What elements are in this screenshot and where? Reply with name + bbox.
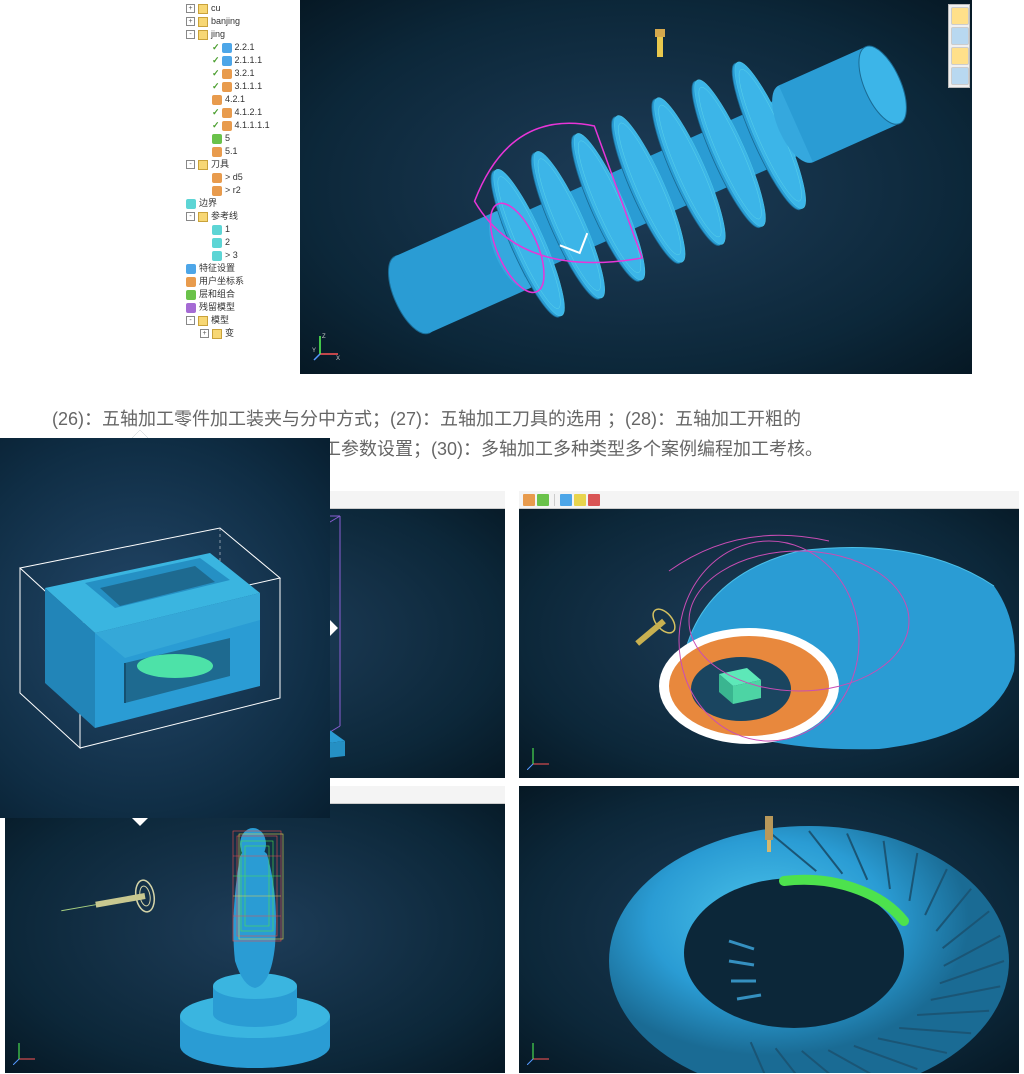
statue-blue-model [5, 786, 506, 1074]
cad-main-screenshot: +cu+banjing-jing✓2.2.1✓2.1.1.1✓3.2.1✓3.1… [180, 0, 972, 374]
tree-item[interactable]: 边界 [182, 197, 300, 210]
tree-item[interactable]: 2 [182, 236, 300, 249]
tree-item[interactable]: 1 [182, 223, 300, 236]
tree-item[interactable]: ✓3.2.1 [182, 67, 300, 80]
tree-item[interactable]: 5 [182, 132, 300, 145]
worm-gear-model [300, 0, 972, 374]
tree-item[interactable]: 5.1 [182, 145, 300, 158]
tree-item[interactable]: ✓4.1.1.1.1 [182, 119, 300, 132]
3d-viewport-main[interactable]: X Z Y [300, 0, 972, 374]
axis-triad-icon: X Z Y [312, 332, 342, 362]
feature-tree-panel[interactable]: +cu+banjing-jing✓2.2.1✓2.1.1.1✓3.2.1✓3.1… [180, 0, 300, 374]
axis-triad-icon [527, 746, 551, 770]
panel-center-block [0, 430, 338, 826]
toolbar-icon[interactable] [537, 494, 549, 506]
tree-item[interactable]: > 3 [182, 249, 300, 262]
example-panels-grid: CAXA制造 [0, 488, 1024, 1074]
tree-item[interactable]: 特征设置 [182, 262, 300, 275]
tree-item[interactable]: ✓3.1.1.1 [182, 80, 300, 93]
tree-item[interactable]: 层和组合 [182, 288, 300, 301]
toolbar-icon[interactable] [560, 494, 572, 506]
tree-item[interactable]: -参考线 [182, 210, 300, 223]
view-plane-button[interactable] [951, 47, 969, 65]
tree-item[interactable]: > r2 [182, 184, 300, 197]
viewport-right-toolbar [948, 4, 970, 88]
bullet-cone-model [519, 491, 1020, 779]
toolbar-icon[interactable] [574, 494, 586, 506]
tree-item[interactable]: +cu [182, 2, 300, 15]
tree-item[interactable]: -jing [182, 28, 300, 41]
description-line-1: (26)：五轴加工零件加工装夹与分中方式；(27)：五轴加工刀具的选用 ；(28… [52, 404, 972, 434]
block-slot-model [0, 438, 330, 818]
tree-item[interactable]: +banjing [182, 15, 300, 28]
tree-item[interactable]: +变 [182, 327, 300, 340]
view-normal-button[interactable] [951, 67, 969, 85]
panel-toolbar [519, 491, 1019, 509]
svg-text:Y: Y [312, 348, 316, 354]
tree-item[interactable]: -刀具 [182, 158, 300, 171]
view-cube-button[interactable] [951, 27, 969, 45]
tree-item[interactable]: ✓4.1.2.1 [182, 106, 300, 119]
tree-item[interactable]: 4.2.1 [182, 93, 300, 106]
view-iso-button[interactable] [951, 7, 969, 25]
tree-item[interactable]: > d5 [182, 171, 300, 184]
panel-spiral-ring [518, 785, 1020, 1074]
svg-text:X: X [336, 356, 340, 362]
axis-triad-icon [13, 1041, 37, 1065]
axis-triad-icon [527, 1041, 551, 1065]
panel-statue-blue: 平行精加工 [4, 785, 506, 1074]
tree-item[interactable]: ✓2.1.1.1 [182, 54, 300, 67]
svg-text:Z: Z [322, 334, 326, 340]
toolbar-icon[interactable] [523, 494, 535, 506]
toolbar-icon[interactable] [588, 494, 600, 506]
tree-item[interactable]: 残留模型 [182, 301, 300, 314]
tree-item[interactable]: -模型 [182, 314, 300, 327]
tree-item[interactable]: ✓2.2.1 [182, 41, 300, 54]
spiral-ring-model [519, 786, 1020, 1074]
panel-bullet-cone [518, 490, 1020, 779]
tree-item[interactable]: 用户坐标系 [182, 275, 300, 288]
